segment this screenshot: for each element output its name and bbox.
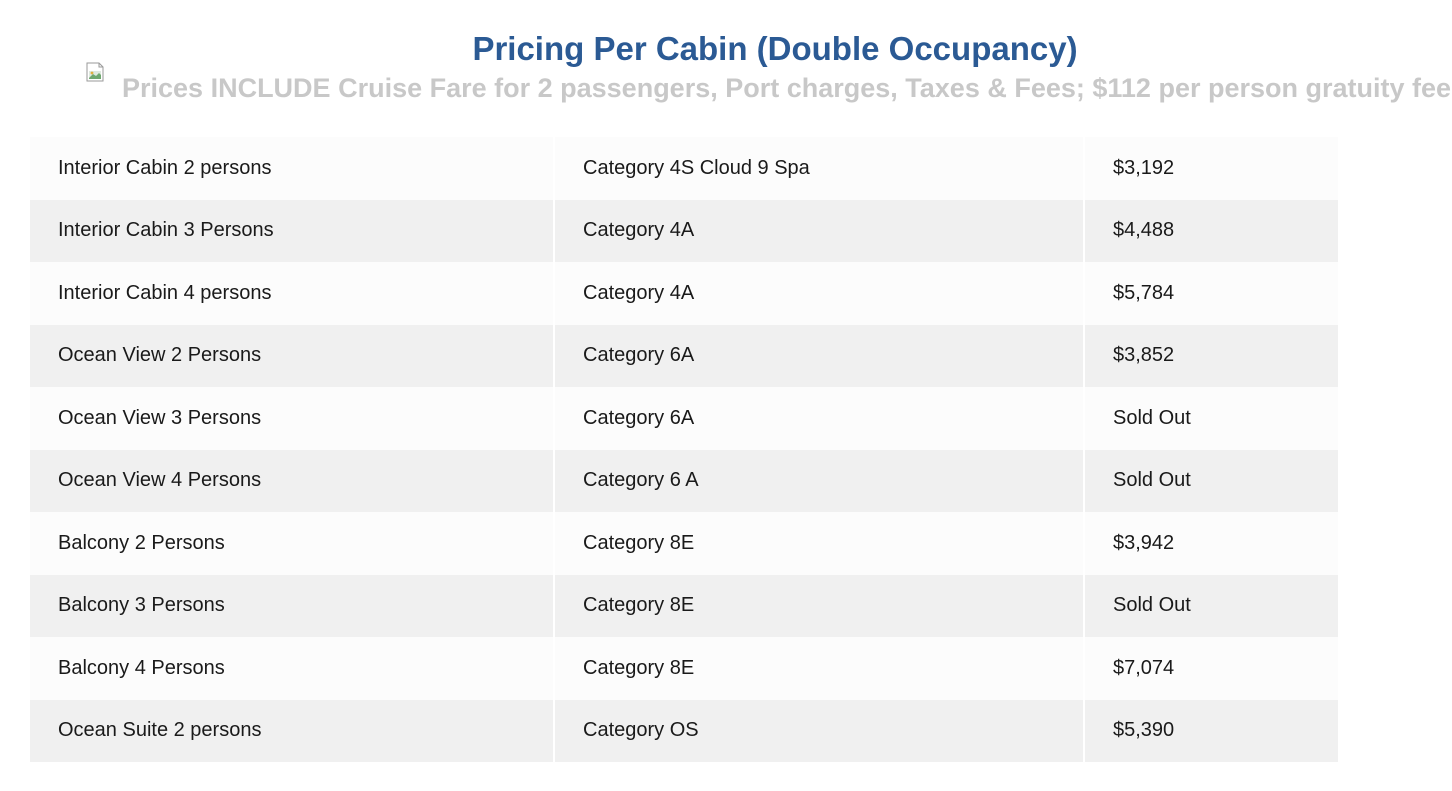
table-row: Ocean Suite 2 persons Category OS $5,390 (30, 699, 1338, 762)
table-row: Balcony 2 Persons Category 8E $3,942 (30, 512, 1338, 575)
cabin-type-cell: Balcony 2 Persons (30, 512, 554, 575)
cabin-price-cell: $3,852 (1083, 324, 1338, 387)
cabin-category-cell: Category 4S Cloud 9 Spa (553, 137, 1084, 200)
cabin-price-cell: $4,488 (1083, 199, 1338, 262)
table-row: Ocean View 2 Persons Category 6A $3,852 (30, 324, 1338, 387)
cabin-category-cell: Category 4A (553, 262, 1084, 325)
table-row: Interior Cabin 3 Persons Category 4A $4,… (30, 199, 1338, 262)
table-row: Ocean View 4 Persons Category 6 A Sold O… (30, 449, 1338, 512)
table-row: Balcony 4 Persons Category 8E $7,074 (30, 637, 1338, 700)
cabin-price-cell: $3,192 (1083, 137, 1338, 200)
cabin-category-cell: Category 8E (553, 512, 1084, 575)
cabin-category-cell: Category 6A (553, 324, 1084, 387)
cabin-type-cell: Interior Cabin 2 persons (30, 137, 554, 200)
cabin-price-cell: $7,074 (1083, 637, 1338, 700)
cabin-type-cell: Ocean View 4 Persons (30, 449, 554, 512)
table-row: Interior Cabin 2 persons Category 4S Clo… (30, 137, 1338, 200)
pricing-subtitle: Prices INCLUDE Cruise Fare for 2 passeng… (122, 73, 1452, 103)
cabin-price-cell: $3,942 (1083, 512, 1338, 575)
cabin-type-cell: Ocean View 3 Persons (30, 387, 554, 450)
cabin-type-cell: Interior Cabin 3 Persons (30, 199, 554, 262)
cabin-price-cell: $5,390 (1083, 699, 1338, 762)
page-title: Pricing Per Cabin (Double Occupancy) (472, 30, 1078, 67)
cabin-category-cell: Category 6 A (553, 449, 1084, 512)
cabin-price-cell: Sold Out (1083, 449, 1338, 512)
cabin-type-cell: Balcony 3 Persons (30, 574, 554, 637)
cabin-price-cell: $5,784 (1083, 262, 1338, 325)
table-row: Interior Cabin 4 persons Category 4A $5,… (30, 262, 1338, 325)
cabin-category-cell: Category OS (553, 699, 1084, 762)
cabin-type-cell: Ocean View 2 Persons (30, 324, 554, 387)
cabin-type-cell: Interior Cabin 4 persons (30, 262, 554, 325)
table-row: Balcony 3 Persons Category 8E Sold Out (30, 574, 1338, 637)
cabin-category-cell: Category 8E (553, 637, 1084, 700)
cabin-price-cell: Sold Out (1083, 574, 1338, 637)
cabin-type-cell: Ocean Suite 2 persons (30, 699, 554, 762)
pricing-table: Interior Cabin 2 persons Category 4S Clo… (30, 137, 1338, 762)
cabin-price-cell: Sold Out (1083, 387, 1338, 450)
cabin-type-cell: Balcony 4 Persons (30, 637, 554, 700)
cabin-category-cell: Category 8E (553, 574, 1084, 637)
table-row: Ocean View 3 Persons Category 6A Sold Ou… (30, 387, 1338, 450)
cabin-category-cell: Category 4A (553, 199, 1084, 262)
broken-image-icon (86, 62, 106, 82)
cabin-category-cell: Category 6A (553, 387, 1084, 450)
